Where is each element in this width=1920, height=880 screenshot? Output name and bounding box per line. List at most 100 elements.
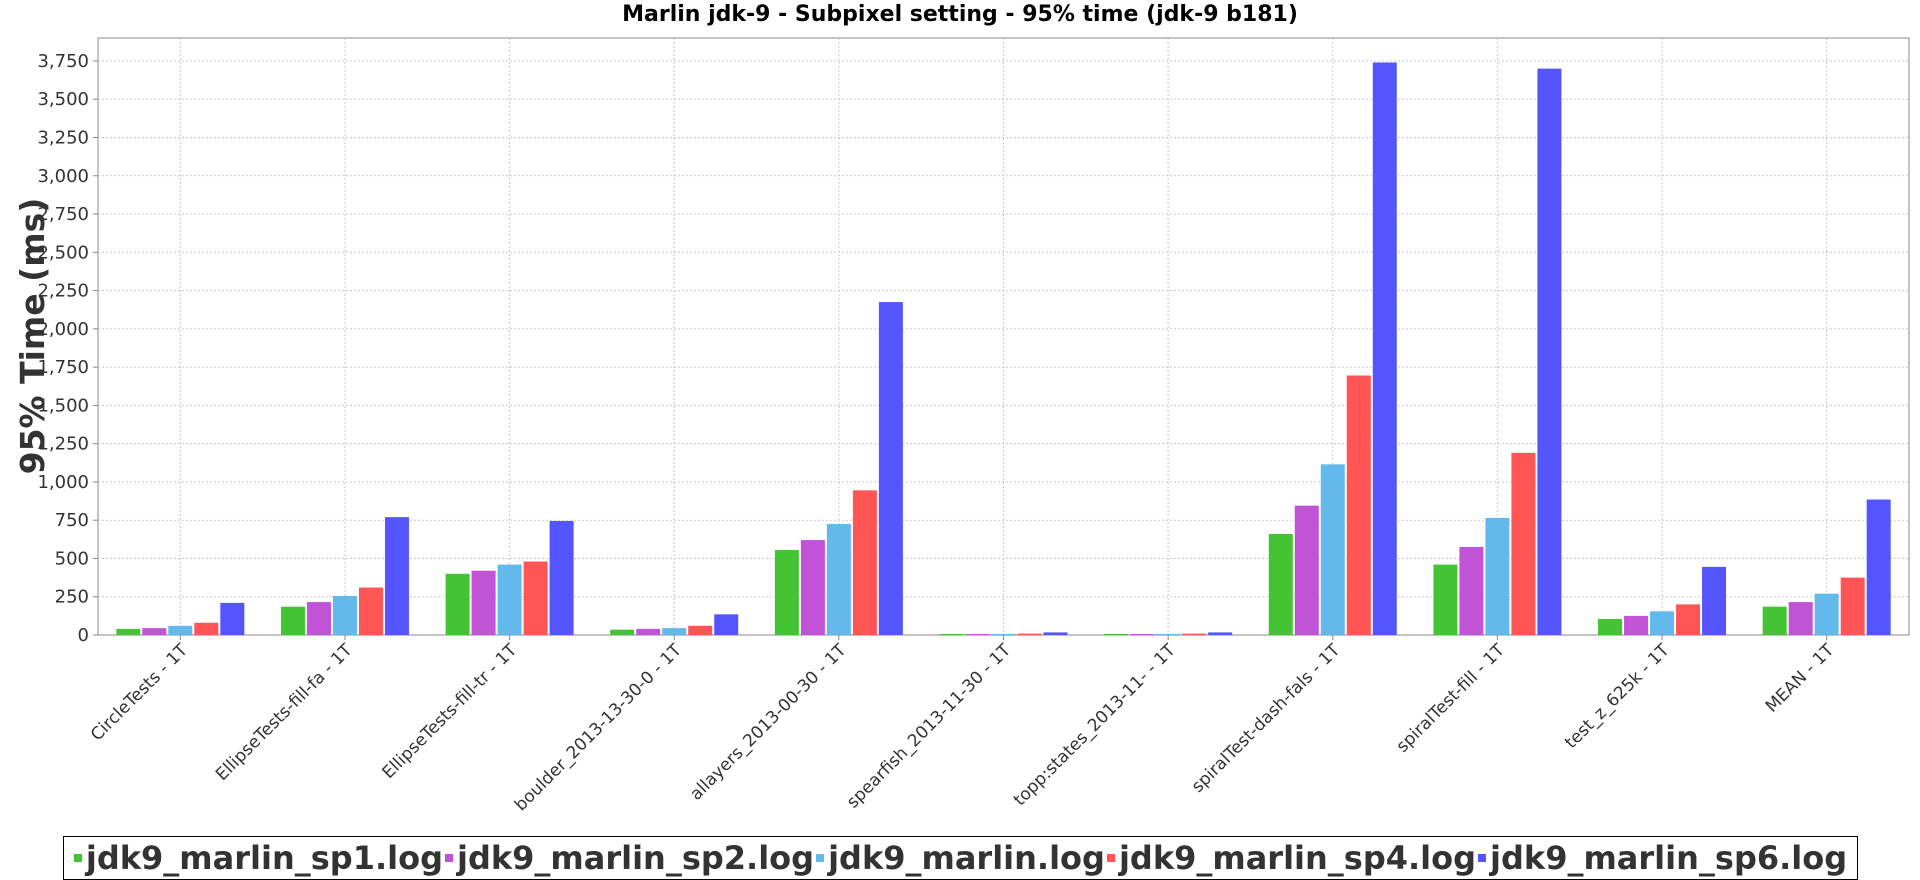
y-tick-label: 250: [55, 587, 89, 608]
legend-label: jdk9_marlin_sp4.log: [1118, 839, 1477, 877]
x-tick-label: boulder_2013-13-30-0 - 1T: [511, 640, 686, 815]
legend-item: jdk9_marlin_sp1.log: [73, 839, 443, 877]
bar-2-2: [306, 602, 331, 635]
bar-3-9: [1485, 517, 1510, 635]
bar-1-7: [1104, 634, 1129, 635]
x-axis: CircleTests - 1T EllipseTests-fill-fa - 1…: [87, 635, 1839, 815]
bar-4-10: [1676, 604, 1701, 635]
x-tick-label: MEAN - 1T: [1762, 640, 1839, 717]
y-tick-label: 3,250: [37, 128, 89, 149]
bar-2-6: [965, 634, 990, 635]
x-tick-label: CircleTests - 1T: [87, 640, 192, 745]
bar-1-8: [1268, 533, 1293, 635]
bar-2-4: [636, 628, 661, 635]
bar-5-6: [1043, 632, 1068, 635]
bar-3-3: [497, 564, 522, 635]
legend-swatch: [816, 854, 825, 862]
x-tick-label: EllipseTests-fill-fa - 1T: [212, 640, 357, 785]
bar-2-1: [142, 628, 167, 635]
y-tick-label: 3,000: [37, 166, 89, 187]
y-tick-label: 0: [78, 625, 89, 646]
y-tick-label: 2,000: [37, 319, 89, 340]
legend-swatch: [73, 854, 82, 862]
x-tick-label: spearfish_2013-11-30 - 1T: [843, 640, 1015, 812]
legend-label: jdk9_marlin.log: [828, 839, 1105, 877]
y-tick-label: 2,500: [37, 242, 89, 263]
bar-2-11: [1788, 602, 1813, 635]
legend-label: jdk9_marlin_sp6.log: [1490, 839, 1848, 877]
bar-4-11: [1840, 577, 1865, 635]
bar-4-5: [852, 490, 877, 635]
bar-5-9: [1537, 68, 1562, 636]
bar-5-4: [714, 614, 739, 635]
bars: [116, 62, 1891, 636]
bar-2-10: [1624, 615, 1649, 635]
bar-4-3: [523, 561, 548, 635]
bar-4-8: [1346, 375, 1371, 635]
bar-3-2: [332, 595, 357, 635]
bar-1-10: [1598, 618, 1623, 635]
y-tick-label: 1,500: [37, 395, 89, 416]
bar-2-3: [471, 570, 496, 635]
bar-1-5: [774, 550, 799, 635]
legend-item: jdk9_marlin_sp6.log: [1478, 839, 1847, 877]
bar-2-5: [800, 540, 825, 635]
bar-3-8: [1320, 464, 1345, 635]
bar-1-4: [610, 629, 635, 635]
bar-5-10: [1702, 566, 1727, 635]
bar-5-7: [1208, 632, 1233, 635]
bar-1-6: [939, 634, 964, 635]
legend-swatch: [1478, 854, 1487, 862]
legend-swatch: [1106, 854, 1115, 862]
legend-item: jdk9_marlin_sp4.log: [1106, 839, 1477, 877]
y-tick-label: 750: [55, 510, 89, 531]
bar-3-7: [1156, 633, 1181, 635]
bar-4-7: [1182, 633, 1207, 635]
bar-5-11: [1866, 499, 1891, 635]
x-tick-label: spiralTest-fill - 1T: [1393, 640, 1510, 757]
y-tick-label: 1,000: [37, 472, 89, 493]
bar-5-5: [878, 302, 903, 635]
bar-4-6: [1017, 633, 1042, 635]
bar-3-10: [1650, 611, 1675, 635]
y-tick-label: 3,750: [37, 51, 89, 72]
bar-3-11: [1814, 593, 1839, 635]
y-tick-label: 1,250: [37, 434, 89, 455]
y-tick-label: 1,750: [37, 357, 89, 378]
legend-label: jdk9_marlin_sp2.log: [456, 839, 815, 877]
legend: jdk9_marlin_sp1.log jdk9_marlin_sp2.log jd…: [63, 836, 1858, 880]
bar-3-5: [826, 524, 851, 635]
bar-1-11: [1762, 606, 1787, 635]
y-tick-label: 2,750: [37, 204, 89, 225]
x-tick-label: EllipseTests-fill-tr - 1T: [379, 640, 522, 783]
bar-3-4: [662, 628, 687, 635]
bar-5-8: [1372, 62, 1397, 635]
legend-swatch: [444, 854, 453, 862]
x-tick-label: test_z_625k - 1T: [1561, 640, 1674, 753]
grid-lines: [98, 38, 1909, 635]
legend-item: jdk9_marlin.log: [816, 839, 1105, 877]
bar-2-8: [1294, 505, 1319, 635]
x-tick-label: topp:states_2013-11- - 1T: [1010, 640, 1180, 810]
y-tick-label: 2,250: [37, 281, 89, 302]
bar-4-4: [688, 625, 713, 635]
y-tick-label: 3,500: [37, 89, 89, 110]
legend-label: jdk9_marlin_sp1.log: [85, 839, 443, 877]
bar-3-6: [991, 633, 1016, 635]
legend-item: jdk9_marlin_sp2.log: [444, 839, 815, 877]
bar-1-3: [445, 573, 470, 635]
bar-5-1: [220, 602, 245, 635]
bar-5-3: [549, 520, 574, 635]
chart-title: Marlin jdk-9 - Subpixel setting - 95% ti…: [622, 2, 1298, 27]
bar-1-9: [1433, 564, 1458, 635]
y-axis-label: 95% Time (ms): [13, 198, 52, 475]
x-tick-label: allayers_2013-00-30 - 1T: [686, 640, 851, 805]
bar-4-2: [358, 587, 383, 635]
bar-4-9: [1511, 452, 1536, 635]
bar-2-9: [1459, 546, 1484, 635]
bar-1-2: [280, 606, 305, 635]
y-axis: 0 250 500 750 1,000 1,250 1,500 1,750 2,000 2,250…: [37, 51, 98, 646]
bar-chart: 0 250 500 750 1,000 1,250 1,500 1,750 2,000 2,250…: [13, 37, 1910, 815]
bar-1-1: [116, 628, 141, 635]
bar-3-1: [168, 625, 193, 635]
